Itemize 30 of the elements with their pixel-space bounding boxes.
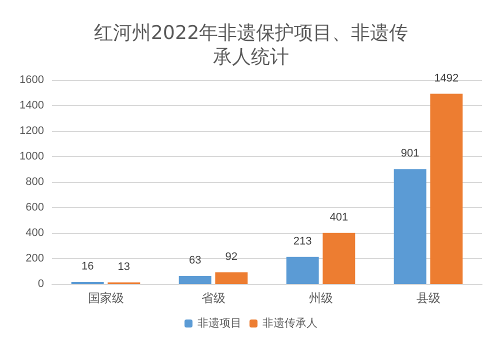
y-tick-label: 200 (26, 252, 44, 264)
data-label: 13 (118, 260, 130, 273)
bar (215, 272, 248, 284)
legend-label: 非遗项目 (198, 316, 242, 330)
data-label: 92 (225, 250, 238, 263)
data-label: 401 (330, 211, 348, 224)
y-tick-label: 1200 (20, 125, 44, 137)
y-tick-label: 600 (26, 202, 44, 214)
y-tick-label: 1400 (20, 100, 44, 112)
y-tick-label: 1600 (20, 74, 44, 86)
bar (178, 276, 212, 284)
bar (430, 94, 463, 284)
data-label: 1492 (434, 72, 459, 84)
bar (286, 256, 319, 284)
chart-title: 红河州2022年非遗保护项目、非遗传承人统计 (94, 22, 408, 68)
bar (322, 232, 356, 284)
y-tick-label: 800 (26, 176, 44, 188)
x-tick-label: 州级 (308, 291, 333, 305)
legend-label: 非遗传承人 (262, 316, 318, 330)
data-label: 213 (293, 235, 312, 248)
data-label: 901 (400, 148, 420, 160)
y-tick-label: 1000 (20, 150, 44, 162)
x-tick-label: 省级 (201, 291, 226, 305)
data-label: 16 (81, 260, 94, 272)
y-tick-label: 400 (26, 227, 44, 239)
data-label: 63 (188, 254, 202, 266)
x-tick-label: 县级 (416, 291, 440, 305)
y-tick-label: 0 (38, 278, 44, 290)
bar (394, 169, 426, 284)
x-tick-label: 国家级 (88, 291, 124, 305)
